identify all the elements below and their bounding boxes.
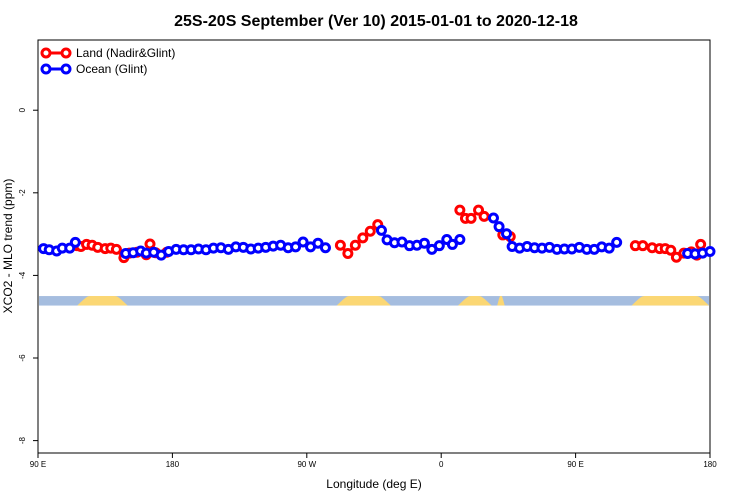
x-tick-label: 90 W <box>297 460 316 469</box>
x-axis-label: Longitude (deg E) <box>326 477 421 491</box>
data-point <box>297 236 309 248</box>
data-point <box>110 243 122 255</box>
data-point <box>665 244 677 256</box>
legend-label: Land (Nadir&Glint) <box>76 46 175 60</box>
data-point <box>454 204 466 216</box>
data-point <box>487 212 499 224</box>
land-span <box>631 296 709 306</box>
x-axis: 90 E 180 90 W 0 90 E 180 <box>30 453 717 469</box>
legend: Land (Nadir&Glint) Ocean (Glint) <box>40 46 175 76</box>
data-point <box>454 233 466 245</box>
data-point <box>290 241 302 253</box>
data-point <box>478 210 490 222</box>
data-point <box>465 212 477 224</box>
series-ocean <box>38 212 716 261</box>
data-point <box>493 221 505 233</box>
land-span <box>458 296 492 306</box>
chart-title: 25S-20S September (Ver 10) 2015-01-01 to… <box>174 13 578 30</box>
data-point <box>364 225 376 237</box>
data-point <box>418 237 430 249</box>
legend-label: Ocean (Glint) <box>76 62 147 76</box>
data-point <box>342 248 354 260</box>
series-layer <box>38 204 716 264</box>
data-point <box>357 232 369 244</box>
legend-marker <box>60 63 72 75</box>
x-tick-label: 180 <box>703 460 717 469</box>
x-tick-label: 0 <box>439 460 444 469</box>
data-point <box>637 240 649 252</box>
x-tick-label: 90 E <box>30 460 46 469</box>
y-tick-label: -4 <box>18 271 27 279</box>
y-axis: 0 -2 -4 -6 -8 <box>18 107 38 444</box>
data-point <box>312 237 324 249</box>
y-tick-label: 0 <box>18 107 27 112</box>
y-tick-label: -2 <box>18 189 27 197</box>
data-point <box>433 240 445 252</box>
data-point <box>69 236 81 248</box>
x-tick-label: 90 E <box>567 460 583 469</box>
data-point <box>501 228 513 240</box>
land-span <box>336 296 391 306</box>
land-span <box>497 296 505 306</box>
data-point <box>473 204 485 216</box>
y-axis-label: XCO2 - MLO trend (ppm) <box>1 179 15 314</box>
series-land <box>71 204 707 264</box>
data-point <box>704 245 716 257</box>
data-point <box>695 238 707 250</box>
y-tick-label: -8 <box>18 437 27 445</box>
legend-marker <box>60 47 72 59</box>
data-point <box>375 224 387 236</box>
surface-strip <box>39 296 709 306</box>
data-point <box>446 238 458 250</box>
x-tick-label: 180 <box>166 460 180 469</box>
data-point <box>334 239 346 251</box>
legend-marker <box>40 63 52 75</box>
data-point <box>349 239 361 251</box>
data-point <box>611 236 623 248</box>
data-point <box>319 242 331 254</box>
legend-marker <box>40 47 52 59</box>
data-point <box>603 242 615 254</box>
land-span <box>77 296 128 306</box>
y-tick-label: -6 <box>18 354 27 362</box>
data-point <box>144 238 156 250</box>
